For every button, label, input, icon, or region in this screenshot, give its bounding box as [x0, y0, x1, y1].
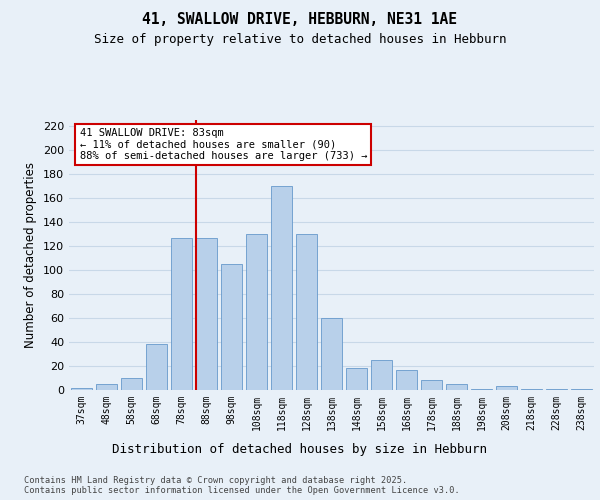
Bar	[571, 389, 592, 390]
Bar	[246, 234, 267, 390]
Bar	[496, 386, 517, 390]
Bar	[396, 370, 417, 390]
Bar	[146, 344, 167, 390]
Y-axis label: Number of detached properties: Number of detached properties	[25, 162, 37, 348]
Bar	[196, 238, 217, 390]
Text: Contains HM Land Registry data © Crown copyright and database right 2025.
Contai: Contains HM Land Registry data © Crown c…	[24, 476, 460, 495]
Bar	[446, 384, 467, 390]
Bar	[546, 389, 567, 390]
Bar	[271, 186, 292, 390]
Text: Distribution of detached houses by size in Hebburn: Distribution of detached houses by size …	[113, 442, 487, 456]
Bar	[121, 378, 142, 390]
Text: Size of property relative to detached houses in Hebburn: Size of property relative to detached ho…	[94, 32, 506, 46]
Bar	[171, 238, 192, 390]
Bar	[346, 368, 367, 390]
Bar	[471, 389, 492, 390]
Bar	[71, 388, 92, 390]
Bar	[96, 384, 117, 390]
Text: 41 SWALLOW DRIVE: 83sqm
← 11% of detached houses are smaller (90)
88% of semi-de: 41 SWALLOW DRIVE: 83sqm ← 11% of detache…	[79, 128, 367, 162]
Bar	[371, 360, 392, 390]
Text: 41, SWALLOW DRIVE, HEBBURN, NE31 1AE: 41, SWALLOW DRIVE, HEBBURN, NE31 1AE	[143, 12, 458, 28]
Bar	[296, 234, 317, 390]
Bar	[221, 264, 242, 390]
Bar	[421, 380, 442, 390]
Bar	[521, 389, 542, 390]
Bar	[321, 318, 342, 390]
